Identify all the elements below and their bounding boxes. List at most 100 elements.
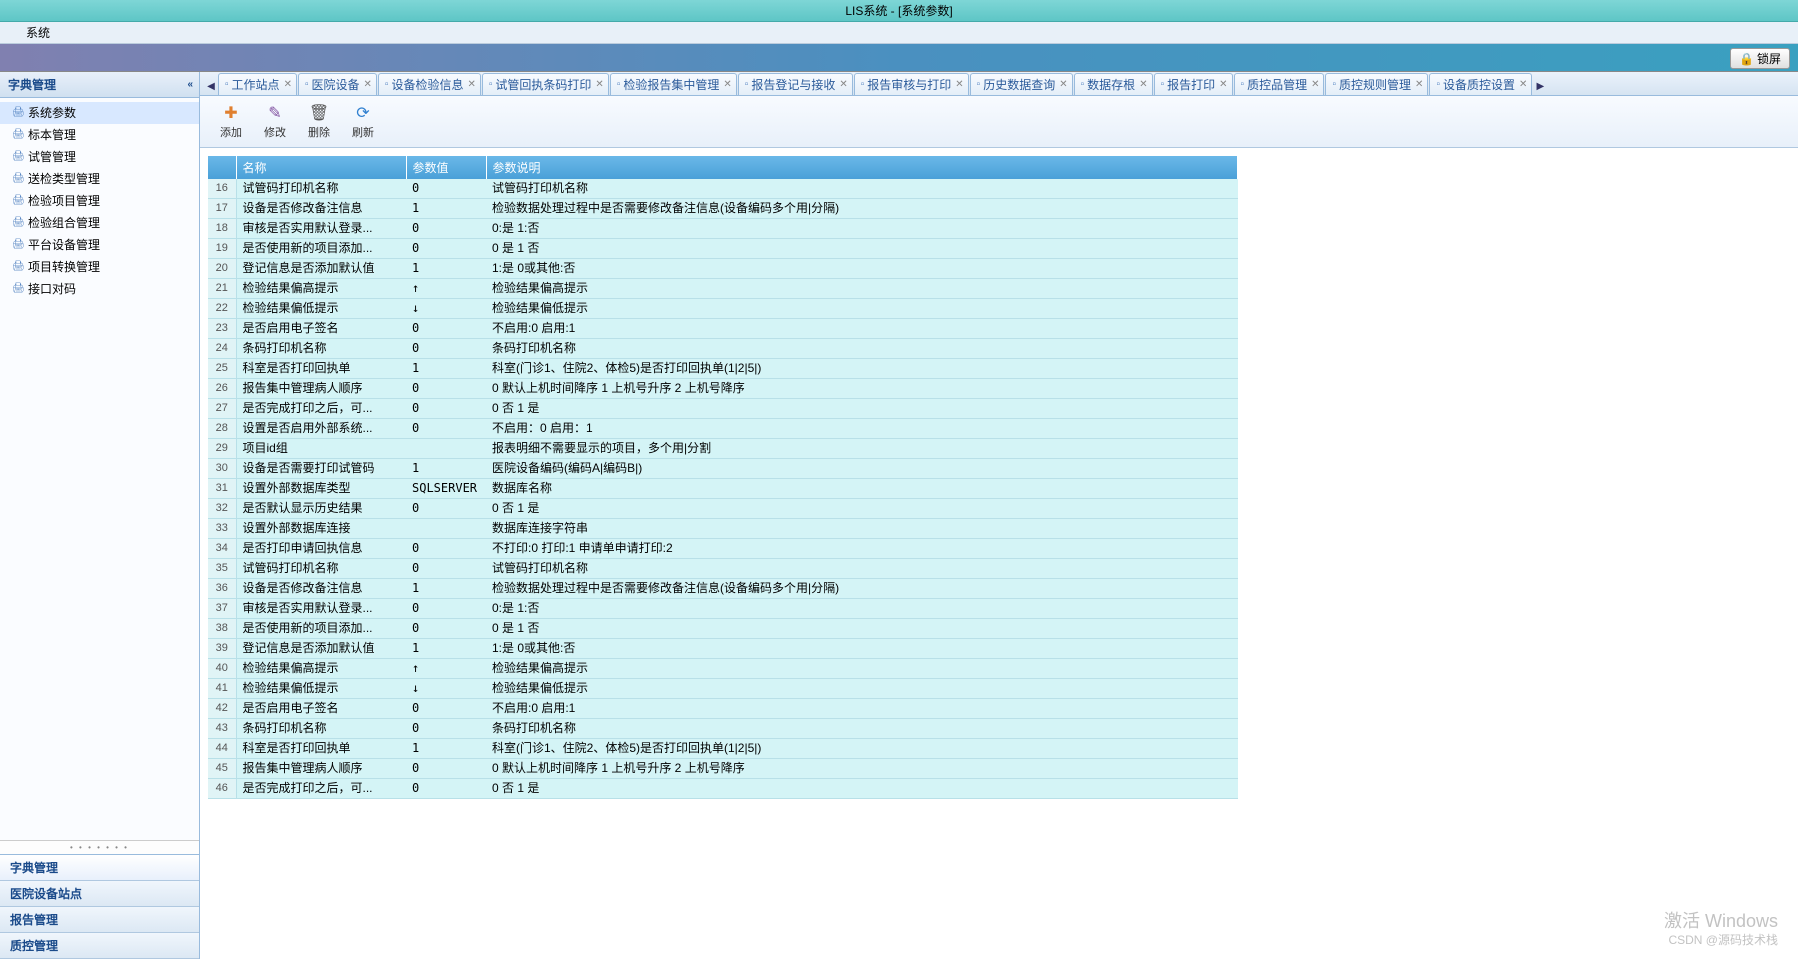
- table-row[interactable]: 34是否打印申请回执信息0不打印:0 打印:1 申请单申请打印:2: [208, 539, 1238, 559]
- table-row[interactable]: 30设备是否需要打印试管码1医院设备编码(编码A|编码B|): [208, 459, 1238, 479]
- tab[interactable]: ▫检验报告集中管理✕: [610, 73, 737, 95]
- table-row[interactable]: 41检验结果偏低提示↓检验结果偏低提示: [208, 679, 1238, 699]
- sidebar-item[interactable]: 接口对码: [0, 278, 199, 300]
- cell-value: 0: [406, 759, 486, 779]
- tab-close-icon[interactable]: ✕: [1311, 79, 1319, 90]
- page-icon: ▫: [617, 79, 621, 90]
- table-row[interactable]: 43条码打印机名称0条码打印机名称: [208, 719, 1238, 739]
- sidebar-item[interactable]: 平台设备管理: [0, 234, 199, 256]
- table-row[interactable]: 31设置外部数据库类型SQLSERVER数据库名称: [208, 479, 1238, 499]
- sidebar-item[interactable]: 项目转换管理: [0, 256, 199, 278]
- tab[interactable]: ▫数据存根✕: [1074, 73, 1153, 95]
- cell-value: 0: [406, 319, 486, 339]
- table-row[interactable]: 24条码打印机名称0条码打印机名称: [208, 339, 1238, 359]
- tab[interactable]: ▫历史数据查询✕: [970, 73, 1073, 95]
- sidebar-item[interactable]: 系统参数: [0, 102, 199, 124]
- sidebar-collapse-icon[interactable]: «: [187, 79, 191, 90]
- table-row[interactable]: 33设置外部数据库连接数据库连接字符串: [208, 519, 1238, 539]
- table-row[interactable]: 23是否启用电子签名0不启用:0 启用:1: [208, 319, 1238, 339]
- tab-scroll-right-icon[interactable]: ▶: [1533, 81, 1547, 95]
- table-row[interactable]: 21检验结果偏高提示↑检验结果偏高提示: [208, 279, 1238, 299]
- sidebar-nav-item[interactable]: 报告管理: [0, 907, 199, 933]
- tab[interactable]: ▫设备质控设置✕: [1429, 73, 1532, 95]
- tab[interactable]: ▫医院设备✕: [298, 73, 377, 95]
- tab[interactable]: ▫设备检验信息✕: [378, 73, 481, 95]
- cell-value: 0: [406, 419, 486, 439]
- tab-close-icon[interactable]: ✕: [1139, 79, 1147, 90]
- refresh-button[interactable]: ⟳ 刷新: [344, 102, 382, 142]
- table-row[interactable]: 25科室是否打印回执单1科室(门诊1、住院2、体检5)是否打印回执单(1|2|5…: [208, 359, 1238, 379]
- sidebar-nav-item[interactable]: 质控管理: [0, 933, 199, 959]
- sidebar-nav-item[interactable]: 字典管理: [0, 855, 199, 881]
- tab[interactable]: ▫报告登记与接收✕: [738, 73, 853, 95]
- tab-close-icon[interactable]: ✕: [284, 79, 292, 90]
- col-header-name[interactable]: 名称: [236, 156, 406, 179]
- table-row[interactable]: 16试管码打印机名称0试管码打印机名称: [208, 179, 1238, 199]
- cell-value: 0: [406, 399, 486, 419]
- table-row[interactable]: 19是否使用新的项目添加...00 是 1 否: [208, 239, 1238, 259]
- table-row[interactable]: 18审核是否实用默认登录...00:是 1:否: [208, 219, 1238, 239]
- tab-close-icon[interactable]: ✕: [1415, 79, 1423, 90]
- cell-desc: 条码打印机名称: [486, 719, 1238, 739]
- table-row[interactable]: 44科室是否打印回执单1科室(门诊1、住院2、体检5)是否打印回执单(1|2|5…: [208, 739, 1238, 759]
- table-row[interactable]: 36设备是否修改备注信息1检验数据处理过程中是否需要修改备注信息(设备编码多个用…: [208, 579, 1238, 599]
- col-header-rownum[interactable]: [208, 156, 236, 179]
- sidebar-resize-dots[interactable]: • • • • • • •: [0, 840, 199, 854]
- tab-close-icon[interactable]: ✕: [595, 79, 603, 90]
- table-row[interactable]: 37审核是否实用默认登录...00:是 1:否: [208, 599, 1238, 619]
- cell-desc: 1:是 0或其他:否: [486, 639, 1238, 659]
- tab-scroll-left-icon[interactable]: ◀: [204, 81, 218, 95]
- tab[interactable]: ▫试管回执条码打印✕: [482, 73, 609, 95]
- tab[interactable]: ▫质控规则管理✕: [1325, 73, 1428, 95]
- tab-close-icon[interactable]: ✕: [467, 79, 475, 90]
- tab[interactable]: ▫报告打印✕: [1154, 73, 1233, 95]
- tab-close-icon[interactable]: ✕: [364, 79, 372, 90]
- cell-rownum: 45: [208, 759, 236, 779]
- tab-close-icon[interactable]: ✕: [1059, 79, 1067, 90]
- page-icon: ▫: [489, 79, 493, 90]
- sidebar-item[interactable]: 标本管理: [0, 124, 199, 146]
- sidebar-item[interactable]: 送检类型管理: [0, 168, 199, 190]
- table-row[interactable]: 35试管码打印机名称0试管码打印机名称: [208, 559, 1238, 579]
- table-row[interactable]: 32是否默认显示历史结果00 否 1 是: [208, 499, 1238, 519]
- table-row[interactable]: 39登记信息是否添加默认值11:是 0或其他:否: [208, 639, 1238, 659]
- parameters-table: 名称 参数值 参数说明 16试管码打印机名称0试管码打印机名称17设备是否修改备…: [208, 156, 1238, 799]
- table-row[interactable]: 28设置是否启用外部系统...0不启用：0 启用：1: [208, 419, 1238, 439]
- cell-name: 审核是否实用默认登录...: [236, 599, 406, 619]
- sidebar-item[interactable]: 检验项目管理: [0, 190, 199, 212]
- table-row[interactable]: 27是否完成打印之后，可...00 否 1 是: [208, 399, 1238, 419]
- tab[interactable]: ▫工作站点✕: [218, 73, 297, 95]
- lock-screen-button[interactable]: 🔒锁屏: [1730, 48, 1790, 69]
- table-row[interactable]: 45报告集中管理病人顺序00 默认上机时间降序 1 上机号升序 2 上机号降序: [208, 759, 1238, 779]
- table-row[interactable]: 40检验结果偏高提示↑检验结果偏高提示: [208, 659, 1238, 679]
- tab-close-icon[interactable]: ✕: [1519, 79, 1527, 90]
- sidebar-item[interactable]: 试管管理: [0, 146, 199, 168]
- col-header-value[interactable]: 参数值: [406, 156, 486, 179]
- cell-name: 是否启用电子签名: [236, 319, 406, 339]
- tab-close-icon[interactable]: ✕: [955, 79, 963, 90]
- table-row[interactable]: 46是否完成打印之后，可...00 否 1 是: [208, 779, 1238, 799]
- sidebar-title: 字典管理: [8, 76, 56, 93]
- menu-system[interactable]: 系统: [20, 24, 56, 42]
- tab-close-icon[interactable]: ✕: [723, 79, 731, 90]
- sidebar-nav-item[interactable]: 医院设备站点: [0, 881, 199, 907]
- table-row[interactable]: 26报告集中管理病人顺序00 默认上机时间降序 1 上机号升序 2 上机号降序: [208, 379, 1238, 399]
- add-button[interactable]: ✚ 添加: [212, 102, 250, 142]
- delete-button[interactable]: 🗑 删除: [300, 102, 338, 142]
- tab-close-icon[interactable]: ✕: [839, 79, 847, 90]
- cell-desc: 0:是 1:否: [486, 219, 1238, 239]
- tab[interactable]: ▫质控品管理✕: [1234, 73, 1325, 95]
- tab[interactable]: ▫报告审核与打印✕: [854, 73, 969, 95]
- table-row[interactable]: 42是否启用电子签名0不启用:0 启用:1: [208, 699, 1238, 719]
- col-header-desc[interactable]: 参数说明: [486, 156, 1238, 179]
- table-row[interactable]: 38是否使用新的项目添加...00 是 1 否: [208, 619, 1238, 639]
- tab-close-icon[interactable]: ✕: [1219, 79, 1227, 90]
- cell-name: 报告集中管理病人顺序: [236, 759, 406, 779]
- sidebar-item[interactable]: 检验组合管理: [0, 212, 199, 234]
- table-row[interactable]: 29项目id组报表明细不需要显示的项目，多个用|分割: [208, 439, 1238, 459]
- delete-icon: 🗑: [309, 104, 329, 124]
- edit-button[interactable]: ✎ 修改: [256, 102, 294, 142]
- table-row[interactable]: 20登记信息是否添加默认值11:是 0或其他:否: [208, 259, 1238, 279]
- table-row[interactable]: 22检验结果偏低提示↓检验结果偏低提示: [208, 299, 1238, 319]
- table-row[interactable]: 17设备是否修改备注信息1检验数据处理过程中是否需要修改备注信息(设备编码多个用…: [208, 199, 1238, 219]
